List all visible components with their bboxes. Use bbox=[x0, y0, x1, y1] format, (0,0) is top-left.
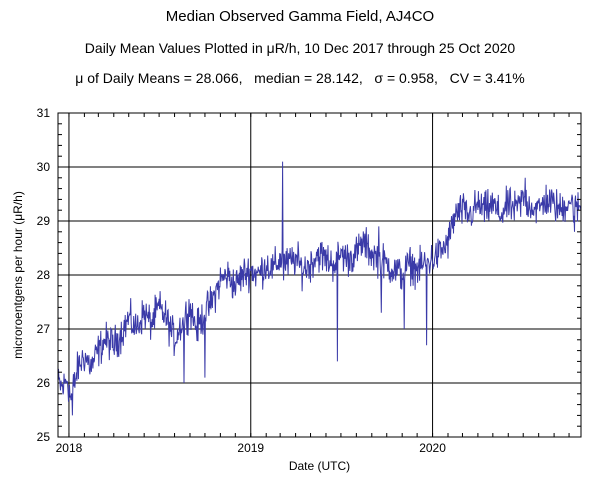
series-line bbox=[57, 161, 582, 416]
chart-title: Median Observed Gamma Field, AJ4CO bbox=[165, 8, 435, 25]
y-tick-label: 27 bbox=[37, 322, 51, 336]
chart-stats-line: μ of Daily Means = 28.066, median = 28.1… bbox=[75, 70, 525, 86]
y-axis-label: microroentgens per hour (μR/h) bbox=[11, 191, 25, 359]
x-axis-label: Date (UTC) bbox=[289, 459, 350, 473]
axes: 25 26 27 28 29 30 31 2018 2019 2020 bbox=[37, 106, 581, 455]
x-tick-label: 2020 bbox=[419, 441, 446, 455]
y-tick-label: 28 bbox=[37, 268, 51, 282]
x-tick-label: 2019 bbox=[237, 441, 264, 455]
plot-frame bbox=[57, 112, 582, 438]
y-tick-label: 25 bbox=[37, 430, 51, 444]
y-tick-label: 30 bbox=[37, 160, 51, 174]
chart-subtitle: Daily Mean Values Plotted in μR/h, 10 De… bbox=[84, 40, 516, 56]
y-tick-label: 29 bbox=[37, 214, 51, 228]
y-tick-label: 31 bbox=[37, 106, 51, 120]
series-group bbox=[57, 161, 582, 416]
grid bbox=[58, 112, 581, 438]
x-tick-label: 2018 bbox=[56, 441, 83, 455]
y-tick-label: 26 bbox=[37, 376, 51, 390]
